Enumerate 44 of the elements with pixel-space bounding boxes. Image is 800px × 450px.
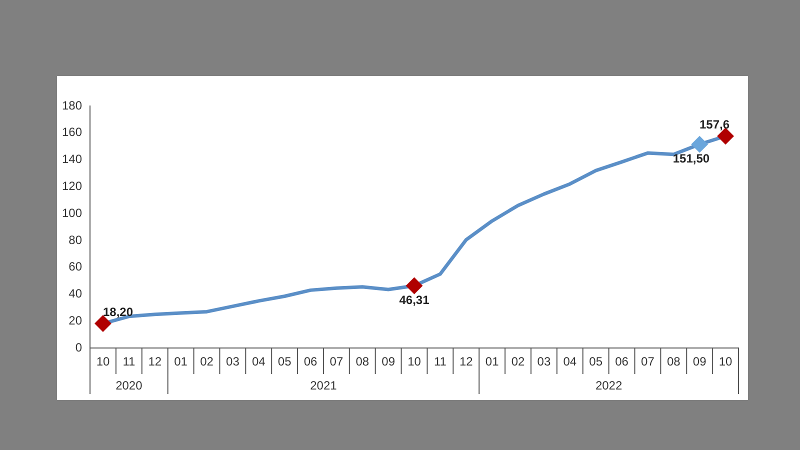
- x-tick-label: 04: [252, 354, 266, 368]
- x-tick-label: 01: [485, 354, 500, 368]
- x-tick-label: 05: [589, 354, 603, 368]
- x-tick-label: 01: [174, 354, 188, 368]
- x-tick-label: 10: [718, 354, 733, 368]
- x-tick-label: 12: [459, 354, 474, 368]
- x-tick-label: 07: [641, 354, 655, 368]
- x-tick-label: 08: [666, 354, 681, 368]
- y-tick-label: 180: [62, 98, 82, 112]
- x-tick-label: 06: [615, 354, 629, 368]
- y-tick-label: 100: [62, 206, 82, 220]
- x-tick-label: 04: [563, 354, 577, 368]
- y-tick-label: 20: [68, 313, 82, 328]
- x-tick-label: 02: [511, 354, 526, 368]
- text: 2022: [595, 378, 622, 392]
- y-tick-label: 160: [62, 125, 82, 140]
- x-tick-label: 11: [434, 354, 447, 368]
- text: 2021: [310, 378, 338, 392]
- data-label: 151,50: [672, 152, 710, 166]
- data-label: 157,6: [700, 117, 730, 132]
- x-tick-label: 09: [692, 354, 707, 368]
- x-tick-label: 10: [96, 354, 110, 368]
- x-tick-label: 12: [148, 354, 162, 368]
- text: 2020: [116, 378, 143, 392]
- y-tick-label: 40: [68, 286, 82, 301]
- x-tick-label: 08: [356, 354, 370, 368]
- x-tick-label: 07: [330, 354, 344, 368]
- x-tick-label: 02: [200, 354, 214, 368]
- point: [692, 136, 708, 152]
- y-tick-label: 0: [75, 340, 82, 354]
- x-tick-label: 03: [537, 354, 551, 368]
- x-tick-label: 05: [278, 354, 292, 368]
- x-tick-label: 11: [122, 354, 136, 368]
- x-tick-label: 03: [226, 354, 240, 368]
- data-label: 18,20: [102, 304, 134, 319]
- x-tick-label: 09: [382, 354, 396, 368]
- x-tick-label: 10: [408, 354, 422, 368]
- y-tick-label: 120: [62, 178, 82, 193]
- point: [406, 278, 422, 294]
- data-label: 46,31: [399, 293, 430, 308]
- x-tick-label: 06: [304, 354, 318, 368]
- y-tick-label: 140: [62, 152, 82, 166]
- y-tick-label: 60: [68, 260, 82, 274]
- y-tick-label: 80: [68, 232, 82, 247]
